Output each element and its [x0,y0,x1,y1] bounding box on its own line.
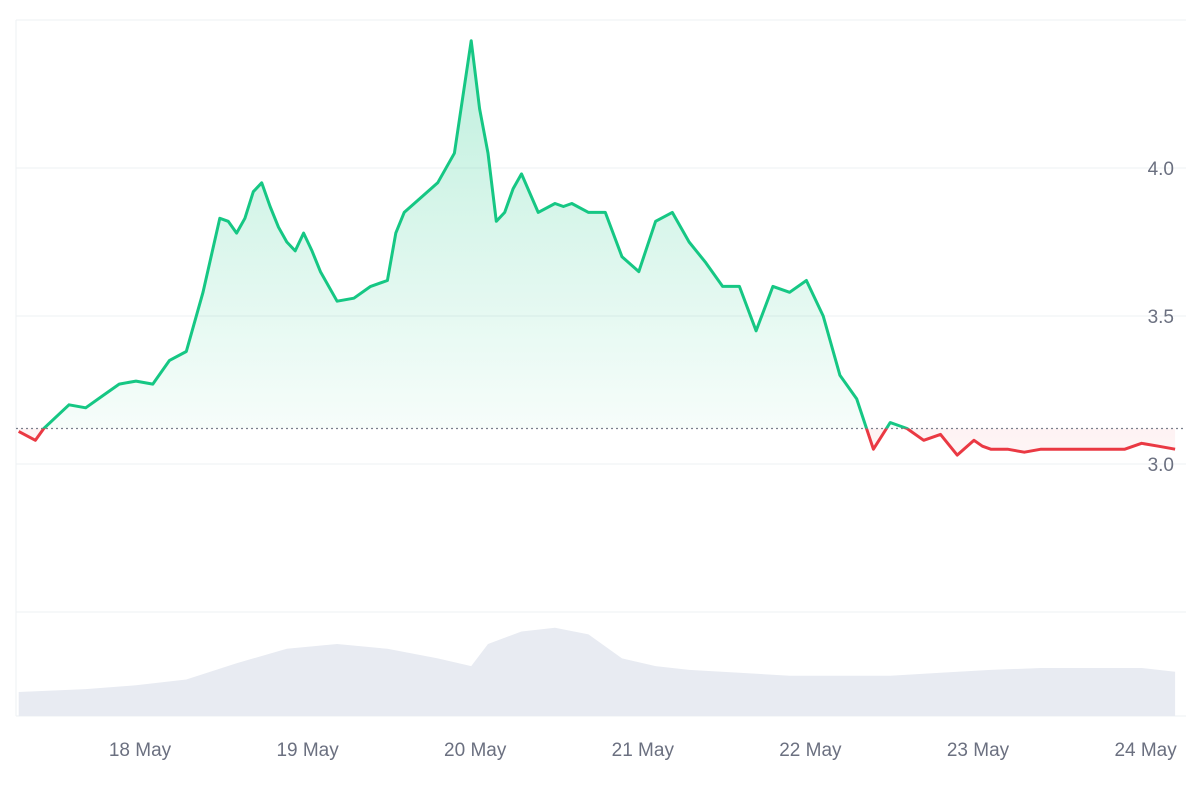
x-tick-label: 23 May [947,740,1010,761]
x-tick-label: 22 May [779,740,842,761]
x-tick-label: 18 May [109,740,172,761]
y-tick-label: 3.0 [1148,455,1174,476]
price-fill-down [18,428,1176,456]
x-axis: 18 May 19 May 20 May 21 May 22 May 23 May 24 M… [109,740,1177,761]
y-tick-label: 4.0 [1148,159,1174,180]
price-line-up [41,39,910,429]
y-tick-label: 3.5 [1148,307,1174,328]
price-line-down [17,428,1176,457]
y-axis: 3.0 3.5 4.0 [1148,159,1174,476]
x-tick-label: 20 May [444,740,507,761]
x-tick-label: 21 May [612,740,675,761]
price-fill-up [18,40,1176,429]
volume-area-shape [18,627,1176,716]
x-tick-label: 19 May [276,740,339,761]
x-tick-label: 24 May [1114,740,1177,761]
volume-area [18,627,1176,716]
price-area [17,39,1176,457]
